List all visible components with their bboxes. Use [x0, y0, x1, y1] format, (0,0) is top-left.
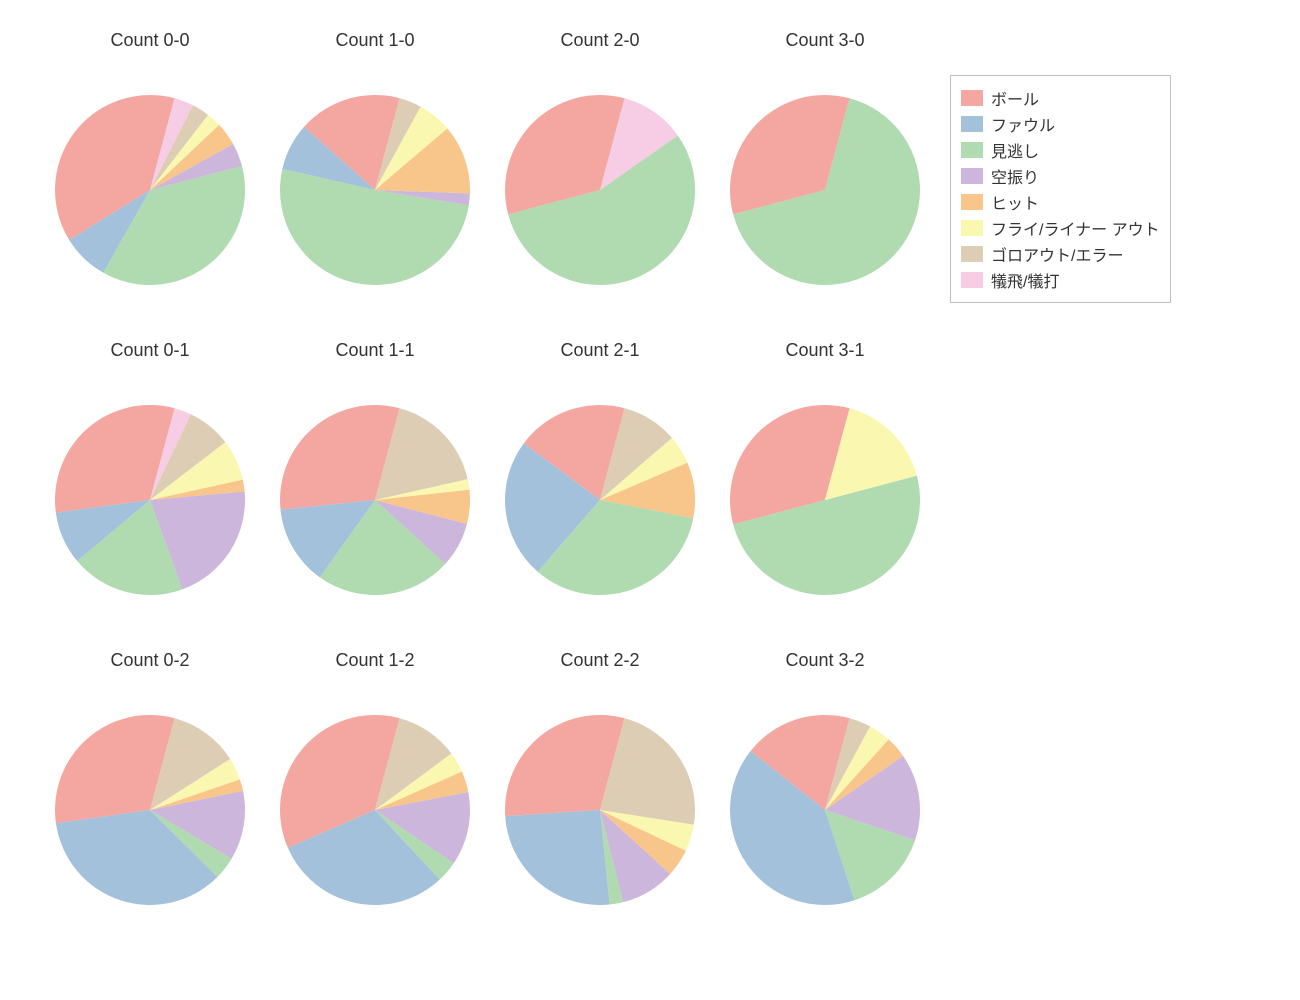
pie-chart	[40, 650, 260, 930]
legend-item: フライ/ライナー アウト	[961, 216, 1160, 240]
pie-panel: Count 0-231.435.311.811.8	[40, 650, 260, 930]
pie-chart	[265, 30, 485, 310]
legend-label: ファウル	[991, 112, 1055, 136]
pie-panel: Count 1-130.813.523.117.3	[265, 340, 485, 620]
legend-swatch	[961, 168, 983, 184]
pie-panel: Count 2-119.023.833.39.59.5	[490, 340, 710, 620]
pie-chart	[40, 30, 260, 310]
pie-panel: Count 0-038.08.037.2	[40, 30, 260, 310]
legend-item: 犠飛/犠打	[961, 268, 1160, 292]
pie-chart	[490, 650, 710, 930]
legend-swatch	[961, 142, 983, 158]
legend-label: ヒット	[991, 190, 1039, 214]
pie-panel: Count 1-235.730.412.510.7	[265, 650, 485, 930]
legend-label: フライ/ライナー アウト	[991, 216, 1160, 240]
pie-chart	[715, 340, 935, 620]
pie-panel: Count 3-133.350.016.7	[715, 340, 935, 620]
legend-item: ファウル	[961, 112, 1160, 136]
pie-chart	[715, 650, 935, 930]
pie-chart	[490, 30, 710, 310]
legend-label: ゴロアウト/エラー	[991, 242, 1123, 266]
pie-panel: Count 0-131.39.019.420.9	[40, 340, 260, 620]
legend-label: ボール	[991, 86, 1039, 110]
legend-swatch	[961, 194, 983, 210]
pie-chart	[265, 650, 485, 930]
legend-swatch	[961, 246, 983, 262]
legend-label: 見逃し	[991, 138, 1039, 162]
pie-panel: Count 2-033.355.611.1	[490, 30, 710, 310]
pie-panel: Count 3-033.366.7	[715, 30, 935, 310]
legend-swatch	[961, 272, 983, 288]
legend-swatch	[961, 90, 983, 106]
legend: ボールファウル見逃し空振りヒットフライ/ライナー アウトゴロアウト/エラー犠飛/…	[950, 75, 1171, 303]
legend-swatch	[961, 116, 983, 132]
chart-stage: Count 0-038.08.037.2Count 1-017.68.051.0…	[0, 0, 1300, 1000]
pie-panel: Count 3-218.540.714.814.8	[715, 650, 935, 930]
pie-chart	[40, 340, 260, 620]
pie-panel: Count 1-017.68.051.011.8	[265, 30, 485, 310]
legend-item: ヒット	[961, 190, 1160, 214]
legend-item: 空振り	[961, 164, 1160, 188]
pie-panel: Count 2-230.225.69.323.3	[490, 650, 710, 930]
pie-slice	[505, 810, 610, 905]
legend-swatch	[961, 220, 983, 236]
legend-item: ボール	[961, 86, 1160, 110]
legend-item: 見逃し	[961, 138, 1160, 162]
legend-label: 犠飛/犠打	[991, 268, 1059, 292]
pie-chart	[715, 30, 935, 310]
legend-item: ゴロアウト/エラー	[961, 242, 1160, 266]
pie-chart	[265, 340, 485, 620]
pie-chart	[490, 340, 710, 620]
legend-label: 空振り	[991, 164, 1039, 188]
